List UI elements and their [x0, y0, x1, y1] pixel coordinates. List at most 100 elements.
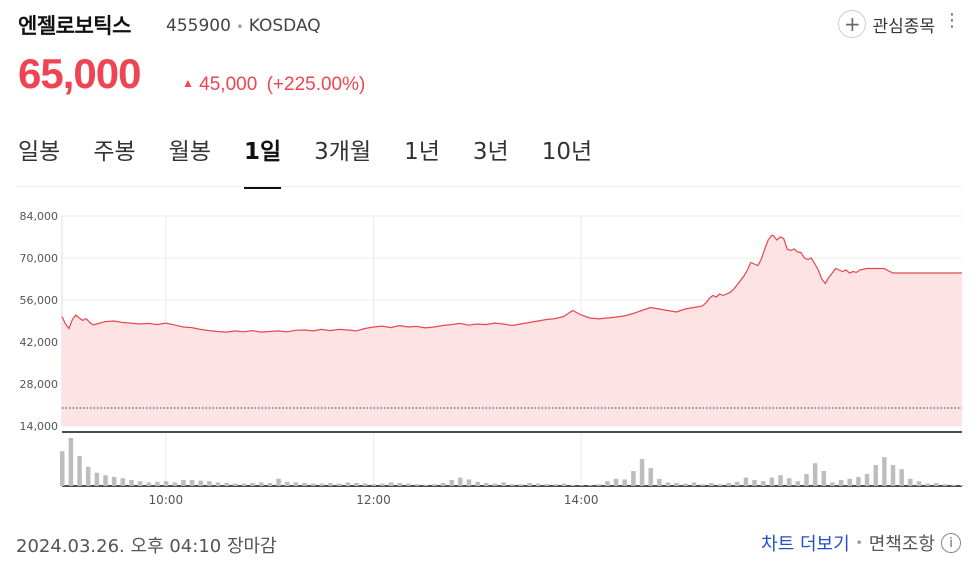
volume-bar — [916, 481, 922, 486]
volume-bar — [163, 481, 169, 486]
volume-bar — [553, 484, 558, 486]
more-options-icon[interactable]: ⋮ — [943, 10, 961, 31]
volume-bar — [786, 478, 792, 486]
watchlist-button[interactable]: + 관심종목 — [838, 10, 935, 38]
volume-bar — [111, 477, 117, 486]
tab-3year[interactable]: 3년 — [472, 139, 509, 165]
volume-bar — [527, 483, 532, 486]
up-arrow-icon: ▲ — [182, 76, 194, 90]
volume-bar — [735, 481, 740, 486]
change-percent: (+225.00%) — [266, 74, 366, 95]
x-tick-label: 12:00 — [356, 493, 391, 507]
volume-bar — [743, 477, 749, 486]
volume-bar — [414, 484, 420, 486]
volume-bar — [310, 483, 316, 486]
volume-bar — [908, 478, 913, 486]
volume-bar — [155, 481, 160, 486]
volume-bar — [674, 483, 679, 486]
volume-bar — [189, 480, 195, 486]
tab-1day[interactable]: 1일 — [243, 132, 282, 189]
volume-bar — [960, 485, 965, 486]
volume-bar — [683, 483, 688, 486]
tab-weekly[interactable]: 주봉 — [93, 139, 136, 165]
volume-bar — [648, 468, 653, 486]
footer-links: 차트 더보기 • 면책조항 i — [761, 530, 961, 556]
disclaimer-link[interactable]: 면책조항 — [868, 534, 935, 555]
volume-bar — [77, 456, 82, 486]
y-tick-label: 14,000 — [20, 420, 59, 433]
tab-3month[interactable]: 3개월 — [314, 139, 372, 165]
market-datetime: 2024.03.26. 오후 04:10 장마감 — [16, 536, 277, 557]
volume-bar — [501, 482, 506, 486]
volume-bar — [726, 483, 731, 486]
volume-bar — [129, 480, 134, 486]
volume-bar — [103, 475, 108, 486]
volume-bar — [510, 484, 515, 486]
volume-bar — [328, 483, 333, 486]
volume-bar — [198, 480, 203, 486]
volume-bar — [821, 471, 827, 486]
volume-bar — [700, 484, 705, 486]
volume-bar — [622, 479, 627, 486]
volume-bar — [259, 482, 264, 486]
intraday-chart[interactable]: 84,000 70,000 56,000 42,000 28,000 14,000 10:0… — [0, 196, 975, 516]
volume-bar — [388, 482, 394, 486]
y-tick-label: 70,000 — [20, 252, 59, 265]
volume-bar — [207, 481, 212, 486]
volume-bar — [925, 483, 930, 486]
volume-bar — [856, 477, 861, 486]
volume-bar — [484, 483, 489, 486]
separator-dot: • — [855, 536, 863, 550]
volume-bar — [302, 483, 307, 486]
volume-bar — [68, 438, 74, 486]
stock-code: 455900 — [166, 16, 231, 36]
volume-bar — [951, 484, 956, 486]
volume-bar — [942, 484, 948, 486]
volume-bar — [336, 483, 342, 486]
volume-bar — [838, 480, 844, 486]
more-chart-link[interactable]: 차트 더보기 — [761, 534, 850, 555]
volume-bar — [570, 484, 576, 486]
volume-bar — [899, 469, 904, 486]
volume-bar — [449, 480, 454, 486]
y-tick-label: 84,000 — [20, 210, 59, 223]
volume-bar — [587, 485, 593, 486]
volume-bar — [85, 466, 91, 486]
volume-bar — [691, 482, 697, 486]
volume-bar — [440, 483, 446, 486]
volume-bar — [873, 465, 878, 486]
tab-1year[interactable]: 1년 — [404, 139, 440, 165]
volume-bar — [492, 483, 498, 486]
y-tick-label: 42,000 — [20, 336, 59, 349]
volume-bar — [769, 477, 775, 486]
current-price: 65,000 — [18, 50, 141, 97]
price-line — [61, 234, 962, 333]
tab-10year[interactable]: 10년 — [541, 139, 593, 165]
volume-bar — [535, 483, 541, 486]
volume-bar — [544, 484, 550, 486]
volume-bar — [665, 482, 671, 486]
price-area — [62, 235, 962, 426]
volume-bar — [293, 482, 299, 486]
volume-bar — [120, 478, 126, 486]
volume-bar — [804, 474, 809, 486]
volume-bar — [94, 472, 100, 486]
tab-daily[interactable]: 일봉 — [18, 139, 61, 165]
stock-name: 엔젤로보틱스 — [18, 14, 131, 38]
volume-bar — [267, 483, 273, 486]
volume-bar — [458, 477, 463, 486]
volume-bar — [371, 484, 377, 486]
volume-bar — [760, 481, 766, 486]
volume-bar — [812, 463, 818, 486]
volume-bar — [475, 481, 480, 486]
x-tick-label: 10:00 — [149, 493, 184, 507]
volume-bar — [466, 479, 472, 486]
volume-bar — [613, 478, 619, 486]
volume-bar — [657, 478, 662, 486]
volume-bar — [345, 482, 351, 486]
volume-bar — [717, 484, 723, 486]
info-icon[interactable]: i — [941, 533, 961, 553]
volume-bar — [137, 481, 143, 486]
tab-monthly[interactable]: 월봉 — [168, 139, 211, 165]
volume-bar — [596, 484, 602, 486]
